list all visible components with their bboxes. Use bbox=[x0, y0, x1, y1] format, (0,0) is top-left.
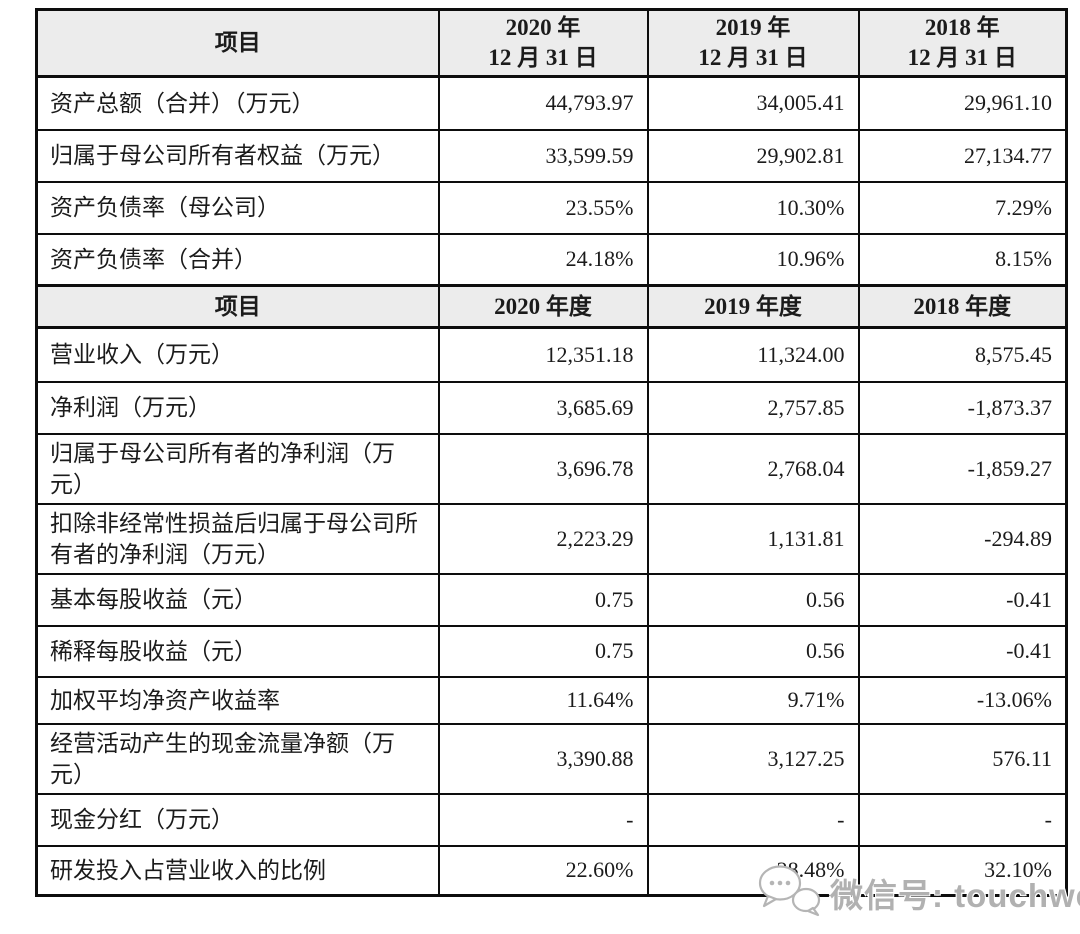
table-row-operating-cash-flow: 经营活动产生的现金流量净额（万元） 3,390.88 3,127.25 576.… bbox=[35, 722, 1068, 795]
col-header-item: 项目 bbox=[35, 284, 440, 329]
table-row-net-profit: 净利润（万元） 3,685.69 2,757.85 -1,873.37 bbox=[35, 380, 1068, 435]
col-header-2018-date: 2018 年 12 月 31 日 bbox=[857, 8, 1068, 78]
row-label: 资产负债率（母公司） bbox=[35, 180, 440, 235]
cell-value: 32.10% bbox=[857, 844, 1068, 897]
cell-value: 22.60% bbox=[437, 844, 649, 897]
cell-value: 2,757.85 bbox=[646, 380, 860, 435]
cell-value: 2,223.29 bbox=[437, 502, 649, 575]
cell-value: -1,859.27 bbox=[857, 432, 1068, 505]
table-row-debt-ratio-consolidated: 资产负债率（合并） 24.18% 10.96% 8.15% bbox=[35, 232, 1068, 287]
cell-value: 3,685.69 bbox=[437, 380, 649, 435]
cell-value: 11.64% bbox=[437, 675, 649, 725]
table-row-revenue: 营业收入（万元） 12,351.18 11,324.00 8,575.45 bbox=[35, 326, 1068, 383]
col-header-year: 2019 年 bbox=[715, 15, 791, 40]
col-header-date: 12 月 31 日 bbox=[698, 45, 808, 70]
row-label: 加权平均净资产收益率 bbox=[35, 675, 440, 725]
col-header-2019-date: 2019 年 12 月 31 日 bbox=[646, 8, 860, 78]
row-label: 基本每股收益（元） bbox=[35, 572, 440, 627]
col-header-year: 2020 年 bbox=[505, 15, 581, 40]
table-row-parent-net-profit: 归属于母公司所有者的净利润（万元） 3,696.78 2,768.04 -1,8… bbox=[35, 432, 1068, 505]
table-row-total-assets: 资产总额（合并）（万元） 44,793.97 34,005.41 29,961.… bbox=[35, 75, 1068, 131]
cell-value: 0.56 bbox=[646, 572, 860, 627]
col-header-2020-year: 2020 年度 bbox=[437, 284, 649, 329]
col-header-date: 12 月 31 日 bbox=[907, 45, 1017, 70]
col-header-2019-year: 2019 年度 bbox=[646, 284, 860, 329]
table-header-row-dates: 项目 2020 年 12 月 31 日 2019 年 12 月 31 日 201… bbox=[35, 8, 1068, 78]
cell-value: - bbox=[437, 792, 649, 847]
cell-value: 34,005.41 bbox=[646, 75, 860, 131]
row-label: 资产总额（合并）（万元） bbox=[35, 75, 440, 131]
table-row-basic-eps: 基本每股收益（元） 0.75 0.56 -0.41 bbox=[35, 572, 1068, 627]
cell-value: - bbox=[857, 792, 1068, 847]
cell-value: 8.15% bbox=[857, 232, 1068, 287]
cell-value: 23.55% bbox=[437, 180, 649, 235]
table-row-debt-ratio-parent: 资产负债率（母公司） 23.55% 10.30% 7.29% bbox=[35, 180, 1068, 235]
cell-value: 3,696.78 bbox=[437, 432, 649, 505]
col-header-year: 2018 年 bbox=[924, 15, 1000, 40]
cell-value: 29,961.10 bbox=[857, 75, 1068, 131]
table-row-cash-dividend: 现金分红（万元） - - - bbox=[35, 792, 1068, 847]
row-label: 归属于母公司所有者的净利润（万元） bbox=[35, 432, 440, 505]
row-label: 归属于母公司所有者权益（万元） bbox=[35, 128, 440, 183]
cell-value: -294.89 bbox=[857, 502, 1068, 575]
cell-value: 1,131.81 bbox=[646, 502, 860, 575]
cell-value: -0.41 bbox=[857, 624, 1068, 678]
cell-value: 9.71% bbox=[646, 675, 860, 725]
cell-value: 576.11 bbox=[857, 722, 1068, 795]
table-row-parent-equity: 归属于母公司所有者权益（万元） 33,599.59 29,902.81 27,1… bbox=[35, 128, 1068, 183]
cell-value: 0.56 bbox=[646, 624, 860, 678]
table-row-weighted-roe: 加权平均净资产收益率 11.64% 9.71% -13.06% bbox=[35, 675, 1068, 725]
cell-value: 10.30% bbox=[646, 180, 860, 235]
cell-value: 3,390.88 bbox=[437, 722, 649, 795]
row-label: 稀释每股收益（元） bbox=[35, 624, 440, 678]
cell-value: 8,575.45 bbox=[857, 326, 1068, 383]
col-header-2020-date: 2020 年 12 月 31 日 bbox=[437, 8, 649, 78]
cell-value: 24.18% bbox=[437, 232, 649, 287]
cell-value: 27,134.77 bbox=[857, 128, 1068, 183]
cell-value: 10.96% bbox=[646, 232, 860, 287]
col-header-date: 12 月 31 日 bbox=[488, 45, 598, 70]
cell-value: 3,127.25 bbox=[646, 722, 860, 795]
financial-table: 项目 2020 年 12 月 31 日 2019 年 12 月 31 日 201… bbox=[35, 8, 1068, 897]
row-label: 扣除非经常性损益后归属于母公司所有者的净利润（万元） bbox=[35, 502, 440, 575]
cell-value: 11,324.00 bbox=[646, 326, 860, 383]
table-row-deducted-net-profit: 扣除非经常性损益后归属于母公司所有者的净利润（万元） 2,223.29 1,13… bbox=[35, 502, 1068, 575]
col-header-item: 项目 bbox=[35, 8, 440, 78]
cell-value: 0.75 bbox=[437, 572, 649, 627]
row-label: 营业收入（万元） bbox=[35, 326, 440, 383]
cell-value: - bbox=[646, 792, 860, 847]
cell-value: 2,768.04 bbox=[646, 432, 860, 505]
row-label: 净利润（万元） bbox=[35, 380, 440, 435]
row-label: 现金分红（万元） bbox=[35, 792, 440, 847]
cell-value: 0.75 bbox=[437, 624, 649, 678]
row-label: 资产负债率（合并） bbox=[35, 232, 440, 287]
cell-value: -0.41 bbox=[857, 572, 1068, 627]
cell-value: 44,793.97 bbox=[437, 75, 649, 131]
col-header-2018-year: 2018 年度 bbox=[857, 284, 1068, 329]
table-row-diluted-eps: 稀释每股收益（元） 0.75 0.56 -0.41 bbox=[35, 624, 1068, 678]
cell-value: -1,873.37 bbox=[857, 380, 1068, 435]
cell-value: 7.29% bbox=[857, 180, 1068, 235]
cell-value: 28.48% bbox=[646, 844, 860, 897]
cell-value: 29,902.81 bbox=[646, 128, 860, 183]
table-header-row-years: 项目 2020 年度 2019 年度 2018 年度 bbox=[35, 284, 1068, 329]
row-label: 经营活动产生的现金流量净额（万元） bbox=[35, 722, 440, 795]
table-row-rd-ratio: 研发投入占营业收入的比例 22.60% 28.48% 32.10% bbox=[35, 844, 1068, 897]
cell-value: 12,351.18 bbox=[437, 326, 649, 383]
row-label: 研发投入占营业收入的比例 bbox=[35, 844, 440, 897]
cell-value: 33,599.59 bbox=[437, 128, 649, 183]
cell-value: -13.06% bbox=[857, 675, 1068, 725]
